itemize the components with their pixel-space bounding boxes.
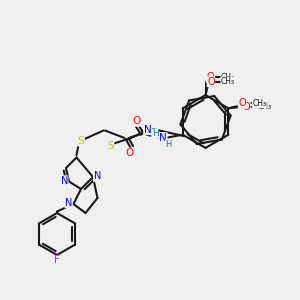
Text: N: N	[144, 124, 152, 135]
Text: N: N	[94, 171, 101, 182]
Text: O: O	[207, 76, 215, 87]
Text: CH₃: CH₃	[221, 77, 235, 86]
Text: H: H	[152, 129, 158, 138]
Text: O: O	[243, 102, 250, 112]
Text: CH₃: CH₃	[252, 99, 266, 108]
Text: N: N	[65, 198, 72, 208]
Text: O: O	[206, 72, 214, 82]
Text: CH₃: CH₃	[257, 102, 272, 111]
Text: O: O	[238, 98, 246, 108]
Text: F: F	[54, 255, 60, 266]
Text: N: N	[61, 176, 68, 186]
Text: S: S	[78, 136, 84, 146]
Text: O: O	[132, 116, 141, 126]
Text: N: N	[159, 133, 167, 143]
Text: S: S	[107, 141, 114, 151]
Text: CH₃: CH₃	[221, 73, 235, 82]
Text: O: O	[125, 148, 133, 158]
Text: H: H	[165, 140, 172, 149]
